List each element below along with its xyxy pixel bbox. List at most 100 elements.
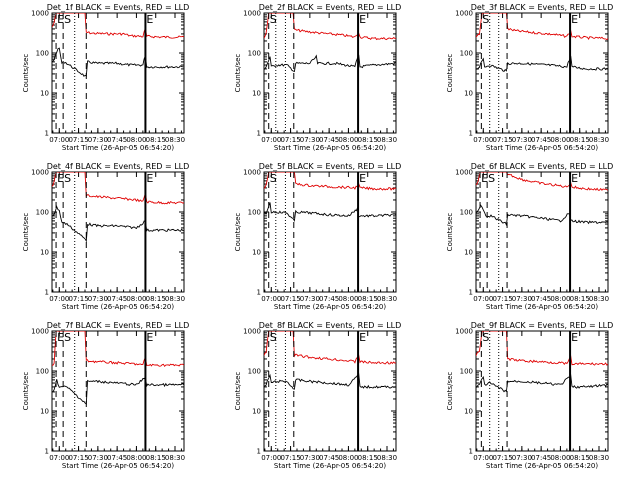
- x-tick-label: 07:45: [319, 136, 339, 144]
- events-series-line: [52, 47, 184, 77]
- plot-frame: [475, 171, 609, 293]
- x-tick-label: 07:15: [492, 454, 512, 462]
- y-tick-label: 1: [469, 130, 473, 138]
- y-tick-label: 100: [248, 50, 261, 58]
- x-tick-label: 07:15: [492, 136, 512, 144]
- x-tick-label: 08:15: [570, 295, 590, 303]
- y-axis-label: Counts/sec: [234, 54, 242, 93]
- y-tick-label: 100: [36, 368, 49, 376]
- plot-frame: [51, 12, 185, 134]
- x-axis-label: Start Time (26-Apr-05 06:54:20): [62, 144, 174, 152]
- y-axis-label: Counts/sec: [234, 372, 242, 411]
- y-tick-label: 1: [257, 289, 261, 297]
- panel-title: Det_7f BLACK = Events, RED = LLD: [47, 321, 190, 330]
- plot-frame: [263, 330, 397, 452]
- x-tick-label: 08:15: [358, 454, 378, 462]
- y-tick-label: 1000: [243, 10, 261, 18]
- events-series-line: [264, 372, 396, 390]
- x-tick-label: 07:00: [261, 454, 281, 462]
- panel: Det_3f BLACK = Events, RED = LLD 1 10 100 10…: [446, 3, 613, 152]
- plot-frame: [51, 330, 185, 452]
- y-tick-label: 1000: [455, 328, 473, 336]
- x-tick-label: 08:30: [589, 295, 609, 303]
- y-tick-label: 1000: [455, 169, 473, 177]
- x-tick-label: 07:45: [531, 136, 551, 144]
- time-marker-label: E: [359, 331, 366, 344]
- time-marker-label: E: [571, 13, 578, 26]
- x-tick-label: 07:45: [319, 454, 339, 462]
- lld-series-line: [52, 13, 184, 39]
- lld-series-line: [476, 172, 608, 191]
- lld-series-line: [52, 331, 184, 368]
- x-tick-label: 07:15: [280, 136, 300, 144]
- panel: Det_6f BLACK = Events, RED = LLD 1 10 100 10…: [446, 162, 613, 311]
- x-tick-label: 07:15: [68, 454, 88, 462]
- panel: Det_1f BLACK = Events, RED = LLD 1 10 100 10…: [22, 3, 189, 152]
- x-axis-label: Start Time (26-Apr-05 06:54:20): [486, 303, 598, 311]
- x-tick-label: 07:15: [68, 295, 88, 303]
- time-marker-label: E: [57, 13, 64, 26]
- x-tick-label: 07:45: [319, 295, 339, 303]
- lld-series-line: [264, 172, 396, 191]
- y-tick-label: 100: [248, 209, 261, 217]
- x-tick-label: 08:15: [146, 136, 166, 144]
- y-axis-label: Counts/sec: [22, 213, 30, 252]
- lld-series-line: [476, 13, 608, 41]
- y-tick-label: 10: [252, 249, 261, 257]
- x-tick-label: 08:00: [550, 454, 570, 462]
- y-tick-label: 1: [45, 289, 49, 297]
- x-tick-label: 08:00: [126, 295, 146, 303]
- plot-frame: [475, 12, 609, 134]
- panel: Det_9f BLACK = Events, RED = LLD 1 10 100 10…: [446, 321, 613, 470]
- x-tick-label: 07:30: [300, 454, 320, 462]
- panel-title: Det_9f BLACK = Events, RED = LLD: [471, 321, 614, 330]
- y-tick-label: 1: [257, 448, 261, 456]
- panel: Det_5f BLACK = Events, RED = LLD 1 10 100 10…: [234, 162, 401, 311]
- y-tick-label: 10: [252, 90, 261, 98]
- x-tick-label: 07:45: [107, 454, 127, 462]
- time-marker-label: E: [571, 172, 578, 185]
- y-tick-label: 100: [460, 209, 473, 217]
- plot-frame: [475, 330, 609, 452]
- x-tick-label: 07:45: [531, 295, 551, 303]
- time-marker-label: S: [64, 172, 71, 185]
- y-tick-label: 100: [36, 209, 49, 217]
- y-tick-label: 1: [45, 130, 49, 138]
- y-axis-label: Counts/sec: [22, 54, 30, 93]
- x-tick-label: 08:30: [165, 454, 185, 462]
- y-tick-label: 1: [469, 448, 473, 456]
- x-tick-label: 07:30: [512, 295, 532, 303]
- x-tick-label: 08:15: [570, 136, 590, 144]
- y-tick-label: 100: [36, 50, 49, 58]
- y-axis-label: Counts/sec: [22, 372, 30, 411]
- events-series-line: [264, 202, 396, 223]
- y-tick-label: 10: [40, 90, 49, 98]
- x-axis-label: Start Time (26-Apr-05 06:54:20): [274, 462, 386, 470]
- x-tick-label: 08:30: [377, 295, 397, 303]
- x-tick-label: 08:00: [338, 454, 358, 462]
- x-tick-label: 08:00: [126, 136, 146, 144]
- lld-series-line: [264, 331, 396, 365]
- y-tick-label: 1000: [31, 10, 49, 18]
- time-marker-label: E: [359, 172, 366, 185]
- time-marker-label: E: [57, 331, 64, 344]
- lld-series-line: [52, 172, 184, 205]
- plot-frame: [51, 171, 185, 293]
- x-tick-label: 07:00: [473, 454, 493, 462]
- time-marker-label: S: [270, 172, 277, 185]
- x-tick-label: 07:15: [68, 136, 88, 144]
- x-tick-label: 07:00: [261, 295, 281, 303]
- x-tick-label: 07:30: [300, 136, 320, 144]
- y-axis-label: Counts/sec: [446, 372, 454, 411]
- x-tick-label: 08:15: [146, 295, 166, 303]
- panel-title: Det_8f BLACK = Events, RED = LLD: [259, 321, 402, 330]
- x-tick-label: 08:00: [338, 136, 358, 144]
- panel: Det_4f BLACK = Events, RED = LLD 1 10 100 10…: [22, 162, 189, 311]
- plot-frame: [263, 12, 397, 134]
- panel-title: Det_2f BLACK = Events, RED = LLD: [259, 3, 402, 12]
- events-series-line: [476, 204, 608, 227]
- y-axis-label: Counts/sec: [446, 213, 454, 252]
- x-axis-label: Start Time (26-Apr-05 06:54:20): [62, 462, 174, 470]
- time-marker-label: S: [64, 331, 71, 344]
